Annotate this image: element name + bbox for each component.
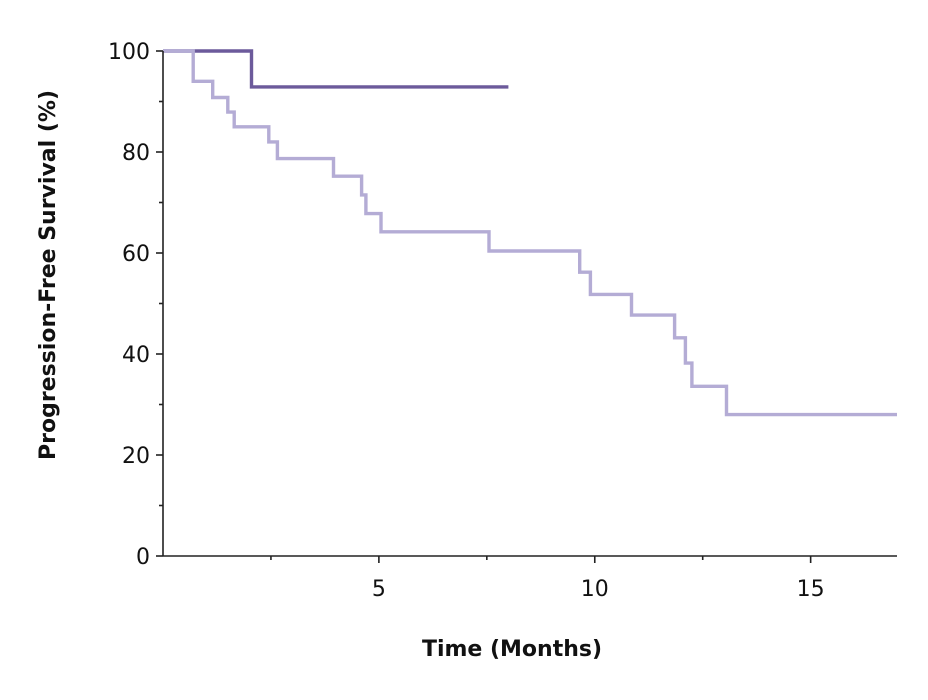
x-axis-title: Time (Months) bbox=[422, 637, 602, 662]
y-tick-label: 20 bbox=[122, 444, 150, 469]
y-tick-label: 60 bbox=[122, 242, 150, 267]
x-tick-label: 15 bbox=[797, 577, 825, 602]
x-tick-label: 5 bbox=[372, 577, 386, 602]
y-tick-label: 80 bbox=[122, 141, 150, 166]
series-line-1 bbox=[163, 49, 509, 89]
y-axis-title: Progression-Free Survival (%) bbox=[36, 90, 61, 460]
y-tick-label: 0 bbox=[136, 545, 150, 570]
x-tick-label: 10 bbox=[581, 577, 609, 602]
series-line-2 bbox=[163, 49, 897, 417]
series-layer bbox=[163, 49, 897, 417]
y-tick-label: 100 bbox=[108, 40, 150, 65]
y-ticks: 0 20 40 60 80 100 bbox=[108, 40, 163, 570]
y-tick-label: 40 bbox=[122, 343, 150, 368]
x-ticks: 5 10 15 bbox=[270, 556, 825, 602]
